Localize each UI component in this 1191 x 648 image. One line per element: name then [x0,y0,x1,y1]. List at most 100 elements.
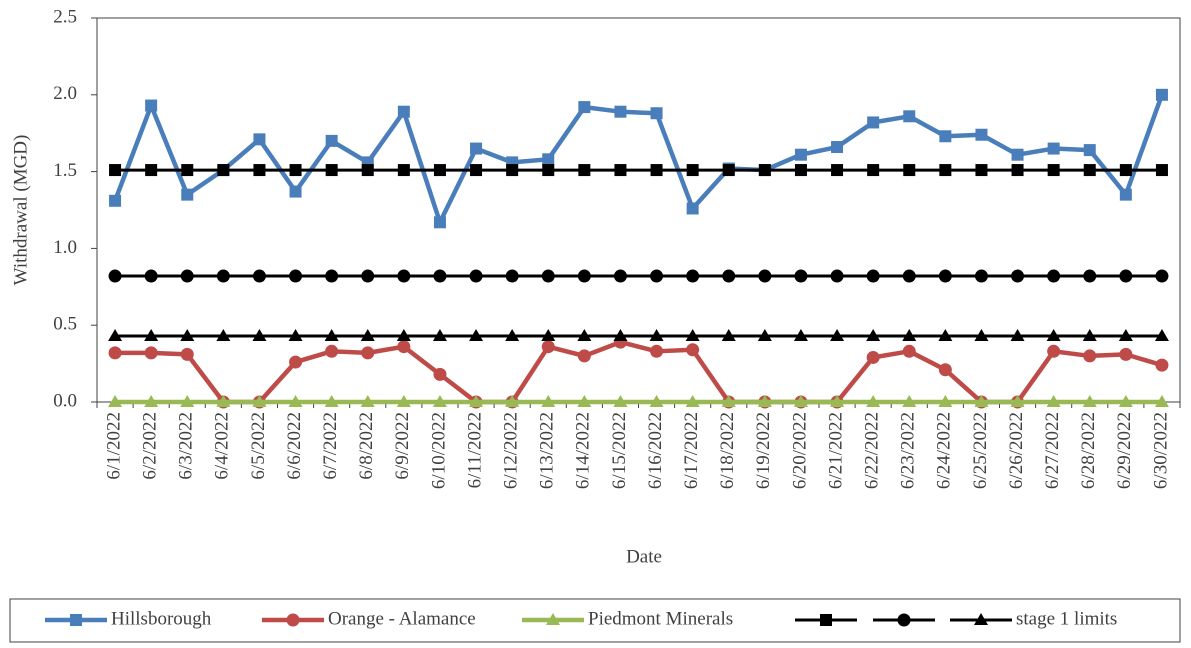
y-tick-label: 2.0 [53,83,77,104]
x-tick-label: 6/8/2022 [356,412,377,480]
data-point [578,164,591,177]
data-point [577,349,591,363]
data-point [902,344,916,358]
data-point [1155,269,1169,283]
legend-label: stage 1 limits [1016,608,1117,629]
data-point [253,164,266,177]
data-point [325,269,339,283]
data-point [216,269,230,283]
data-point [1155,164,1168,177]
data-point [469,395,484,407]
data-point [866,328,881,341]
data-point [180,395,195,407]
data-point [252,395,267,407]
data-point [939,130,952,143]
data-point [506,164,519,177]
data-point [1047,142,1060,155]
x-tick-label: 6/26/2022 [1006,412,1027,489]
y-tick-label: 0.0 [53,390,77,411]
data-point [1047,269,1061,283]
data-point [1155,88,1168,101]
data-point [469,328,484,341]
data-point [324,395,339,407]
legend-label: Orange - Alamance [328,608,476,629]
y-tick-label: 1.0 [53,237,77,258]
data-point [649,328,664,341]
data-point [1119,347,1133,361]
data-point [469,269,483,283]
x-tick-label: 6/21/2022 [825,412,846,489]
data-point [577,328,592,341]
data-point [830,269,844,283]
data-point [830,395,845,407]
data-point [109,194,122,207]
data-point [541,395,556,407]
series-line [112,94,1165,225]
data-point [505,269,519,283]
y-tick-label: 0.5 [53,314,77,335]
data-point [1047,344,1061,358]
x-tick-label: 6/19/2022 [753,412,774,489]
data-point [181,188,194,201]
data-point [217,164,230,177]
data-point [794,148,807,161]
data-point [397,269,411,283]
x-tick-label: 6/11/2022 [464,412,485,488]
data-point [578,101,591,114]
data-point [686,164,699,177]
x-tick-label: 6/30/2022 [1150,412,1171,489]
x-tick-label: 6/3/2022 [176,412,197,480]
data-point [361,346,375,360]
data-point [252,328,267,341]
data-point [793,395,808,407]
data-point [1083,144,1096,157]
data-point [289,164,302,177]
data-point [1011,269,1025,283]
data-point [108,346,122,360]
data-point [288,328,303,341]
data-point [721,395,736,407]
data-point [109,164,122,177]
x-tick-label: 6/7/2022 [320,412,341,480]
data-point [650,269,664,283]
data-point [1011,164,1024,177]
data-point [144,395,159,407]
data-point [938,328,953,341]
data-point [145,164,158,177]
data-point [650,344,664,358]
data-point [902,328,917,341]
data-point [758,164,771,177]
data-point [216,395,231,407]
data-point [613,269,627,283]
data-point [325,344,339,358]
data-point [1154,395,1169,407]
data-point [830,328,845,341]
data-point [325,134,338,147]
data-point [181,164,194,177]
data-point [1046,328,1061,341]
data-point [470,164,483,177]
data-point [433,367,447,381]
legend-marker [820,614,832,626]
data-point [542,153,555,166]
data-point [397,164,410,177]
data-point [1082,395,1097,407]
data-point [757,395,772,407]
data-point [361,269,375,283]
data-point [722,164,735,177]
x-tick-label: 6/10/2022 [428,412,449,489]
data-point [686,269,700,283]
data-point [289,269,303,283]
data-point [1154,328,1169,341]
data-point [1046,395,1061,407]
data-point [721,328,736,341]
legend-marker [286,613,300,627]
data-point [975,128,988,141]
x-tick-label: 6/20/2022 [789,412,810,489]
x-tick-label: 6/4/2022 [212,412,233,480]
data-point [613,328,628,341]
legend-marker [70,614,82,626]
data-point [1047,164,1060,177]
x-tick-label: 6/28/2022 [1078,412,1099,489]
data-point [866,395,881,407]
